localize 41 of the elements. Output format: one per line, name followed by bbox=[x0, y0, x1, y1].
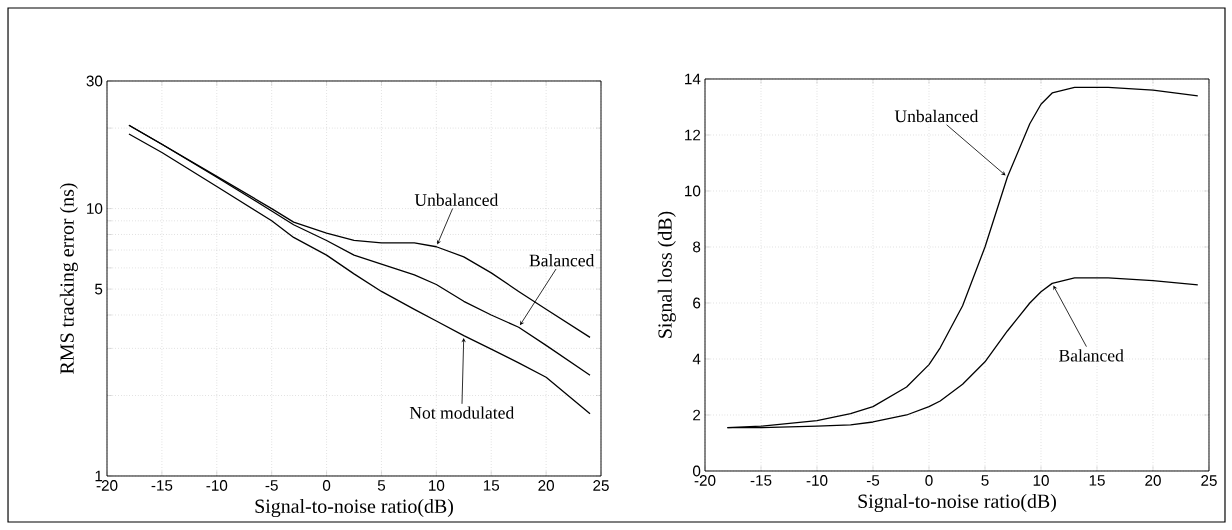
y-tick-label: 8 bbox=[693, 241, 701, 253]
y-axis-title: Signal loss (dB) bbox=[657, 211, 676, 338]
x-axis-title: Signal-to-noise ratio(dB) bbox=[255, 498, 453, 518]
y-tick-label: 4 bbox=[692, 353, 701, 365]
y-tick-label: 6 bbox=[693, 297, 701, 309]
x-tick-label: 15 bbox=[483, 480, 500, 491]
text: Balanced bbox=[1059, 349, 1124, 362]
x-tick-label: 25 bbox=[1201, 475, 1217, 486]
x-tick-label: 5 bbox=[377, 480, 386, 491]
x-tick-label: 5 bbox=[981, 475, 989, 486]
text: Balanced bbox=[529, 254, 595, 267]
x-tick-label: -15 bbox=[151, 480, 173, 491]
y-tick-label: 5 bbox=[95, 283, 103, 295]
x-tick-label: -10 bbox=[206, 480, 228, 491]
text: Not modulated bbox=[409, 406, 515, 419]
y-tick-label: 0 bbox=[692, 465, 701, 477]
x-tick-label: -20 bbox=[694, 475, 716, 486]
x-tick-label: 10 bbox=[1033, 475, 1049, 486]
text: Unbalanced bbox=[894, 109, 979, 123]
y-axis-title: RMS tracking error (ns) bbox=[59, 183, 78, 374]
x-tick-label: -5 bbox=[265, 480, 278, 491]
x-tick-label: 15 bbox=[1089, 475, 1105, 486]
x-tick-label: 0 bbox=[925, 475, 933, 486]
x-tick-label: 20 bbox=[1145, 475, 1161, 486]
x-tick-label: 0 bbox=[322, 480, 331, 491]
x-tick-label: -15 bbox=[750, 475, 772, 486]
text: Unbalanced bbox=[414, 193, 499, 206]
y-tick-label: 10 bbox=[685, 185, 701, 197]
x-tick-label: -5 bbox=[866, 475, 880, 486]
x-tick-label: 20 bbox=[538, 480, 554, 491]
y-tick-label: 14 bbox=[685, 73, 701, 85]
x-tick-label: -10 bbox=[806, 475, 828, 486]
x-axis-title: Signal-to-noise ratio(dB) bbox=[858, 493, 1056, 513]
y-tick-label: 2 bbox=[693, 409, 701, 421]
y-tick-label: 30 bbox=[86, 75, 103, 87]
x-tick-label: -20 bbox=[96, 480, 118, 491]
y-tick-label: 12 bbox=[685, 129, 701, 141]
y-tick-label: 1 bbox=[95, 470, 103, 482]
y-tick-label: 10 bbox=[87, 203, 103, 214]
x-tick-label: 10 bbox=[429, 480, 445, 491]
x-tick-label: 25 bbox=[593, 480, 609, 491]
